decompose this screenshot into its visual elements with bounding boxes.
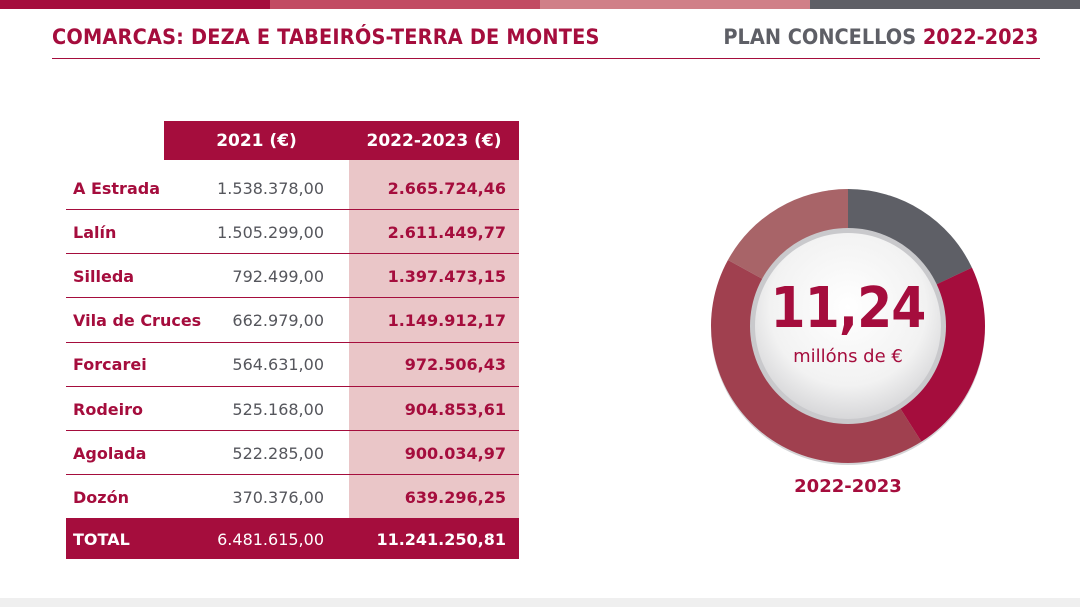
table-total-row: TOTAL 6.481.615,00 11.241.250,81	[66, 519, 519, 559]
value-2021: 525.168,00	[232, 399, 324, 419]
row-divider	[66, 430, 519, 431]
total-2021: 6.481.615,00	[217, 529, 324, 549]
municipality-name: Agolada	[73, 443, 147, 463]
table-row: Rodeiro 525.168,00 904.853,61	[66, 387, 519, 431]
value-2021: 564.631,00	[232, 355, 324, 375]
row-divider	[66, 341, 519, 343]
municipality-name: Forcarei	[73, 355, 147, 375]
value-2021: 370.376,00	[232, 487, 324, 507]
row-divider	[66, 297, 519, 299]
footer-band	[0, 598, 1080, 607]
value-2022-2023: 2.665.724,46	[387, 178, 506, 198]
stripe-4	[810, 0, 1080, 9]
table-row: Dozón 370.376,00 639.296,25	[66, 475, 519, 520]
header-divider	[52, 58, 1040, 59]
plan-heading: PLAN CONCELLOS 2022-2023	[723, 25, 1038, 49]
row-divider	[66, 385, 519, 387]
donut-unit: millóns de €	[793, 346, 903, 367]
stripe-3	[540, 0, 810, 9]
plan-years: 2022-2023	[922, 25, 1038, 49]
total-label: TOTAL	[73, 529, 130, 549]
value-2021: 662.979,00	[232, 311, 324, 331]
table-row: Vila de Cruces 662.979,00 1.149.912,17	[66, 299, 519, 343]
table-row: Agolada 522.285,00 900.034,97	[66, 431, 519, 476]
highlight-column-background	[349, 160, 519, 520]
page-title: COMARCAS: DEZA E TABEIRÓS-TERRA DE MONTE…	[52, 25, 600, 49]
total-2022-2023: 11.241.250,81	[376, 529, 506, 549]
top-color-stripes	[0, 0, 1080, 9]
donut-center	[755, 233, 941, 419]
stripe-2	[270, 0, 540, 9]
municipality-name: Vila de Cruces	[73, 311, 202, 331]
table-row: A Estrada 1.538.378,00 2.665.724,46	[66, 166, 519, 210]
value-2022-2023: 639.296,25	[404, 487, 506, 507]
row-divider	[66, 253, 519, 255]
donut-chart	[711, 189, 985, 465]
value-2022-2023: 1.149.912,17	[387, 311, 506, 331]
value-2021: 1.505.299,00	[217, 222, 324, 242]
table-row: Silleda 792.499,00 1.397.473,15	[66, 254, 519, 299]
value-2021: 522.285,00	[232, 443, 324, 463]
municipality-name: Dozón	[73, 487, 129, 507]
donut-year-label: 2022-2023	[794, 476, 902, 497]
row-divider	[66, 474, 519, 476]
value-2022-2023: 2.611.449,77	[387, 222, 506, 242]
row-divider	[66, 209, 519, 210]
donut-value: 11,24	[770, 276, 927, 341]
table-header: 2021 (€) 2022-2023 (€)	[164, 121, 519, 160]
row-divider	[66, 518, 519, 520]
municipality-name: Rodeiro	[73, 399, 143, 419]
value-2022-2023: 904.853,61	[404, 399, 506, 419]
column-header-2021: 2021 (€)	[216, 130, 297, 151]
municipality-name: Lalín	[73, 222, 117, 242]
value-2022-2023: 900.034,97	[404, 443, 506, 463]
column-header-2022-2023: 2022-2023 (€)	[366, 130, 502, 151]
value-2022-2023: 972.506,43	[404, 355, 506, 375]
value-2021: 1.538.378,00	[217, 178, 324, 198]
plan-label: PLAN CONCELLOS	[722, 25, 916, 49]
stripe-1	[0, 0, 270, 9]
municipality-name: A Estrada	[73, 178, 160, 198]
municipality-name: Silleda	[73, 266, 135, 286]
table-row: Forcarei 564.631,00 972.506,43	[66, 343, 519, 387]
table-row: Lalín 1.505.299,00 2.611.449,77	[66, 210, 519, 255]
value-2022-2023: 1.397.473,15	[387, 266, 506, 286]
value-2021: 792.499,00	[232, 266, 324, 286]
